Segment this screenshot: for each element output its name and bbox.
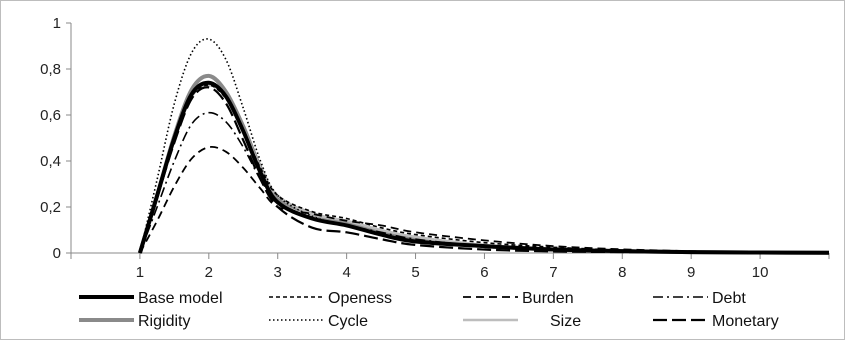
x-tick-label: 7 [549, 264, 557, 281]
legend-label-burden: Burden [522, 290, 574, 307]
series-lines [137, 38, 830, 255]
legend-label-cycle: Cycle [328, 313, 368, 330]
x-tick-label: 1 [136, 264, 144, 281]
legend-label-monetary: Monetary [712, 313, 779, 330]
x-tick-label: 9 [687, 264, 695, 281]
x-tick-label: 6 [480, 264, 488, 281]
x-tick-label: 8 [618, 264, 626, 281]
series-line-monetary [138, 86, 830, 254]
legend-label-rigidity: Rigidity [138, 313, 190, 330]
x-tick-labels: 1 2 3 4 5 6 7 8 9 10 [136, 264, 769, 281]
legend: Base model Openess Burden Debt Rigidity Cycle… [79, 290, 779, 330]
series-line-burden [139, 146, 830, 254]
y-tick-labels: 0 0,2 0,4 0,6 0,8 1 [40, 15, 61, 262]
x-tick-label: 2 [205, 264, 213, 281]
y-tick-label: 0,6 [40, 107, 61, 124]
legend-label-base-model: Base model [138, 290, 223, 307]
legend-label-openess: Openess [328, 290, 392, 307]
x-tick-label: 5 [411, 264, 419, 281]
x-tick-label: 3 [274, 264, 282, 281]
legend-label-debt: Debt [712, 290, 746, 307]
x-tick-label: 4 [342, 264, 350, 281]
y-tick-label: 0 [53, 245, 61, 262]
y-tick-label: 0,4 [40, 153, 61, 170]
x-tick-label: 10 [752, 264, 769, 281]
legend-label-size: Size [550, 313, 581, 330]
y-tick-label: 1 [53, 15, 61, 32]
y-tick-label: 0,2 [40, 199, 61, 216]
y-tick-label: 0,8 [40, 61, 61, 78]
series-line-base-model [137, 80, 830, 255]
series-line-cycle [139, 38, 830, 254]
series-line-rigidity [137, 73, 830, 255]
chart-axes [66, 22, 830, 259]
